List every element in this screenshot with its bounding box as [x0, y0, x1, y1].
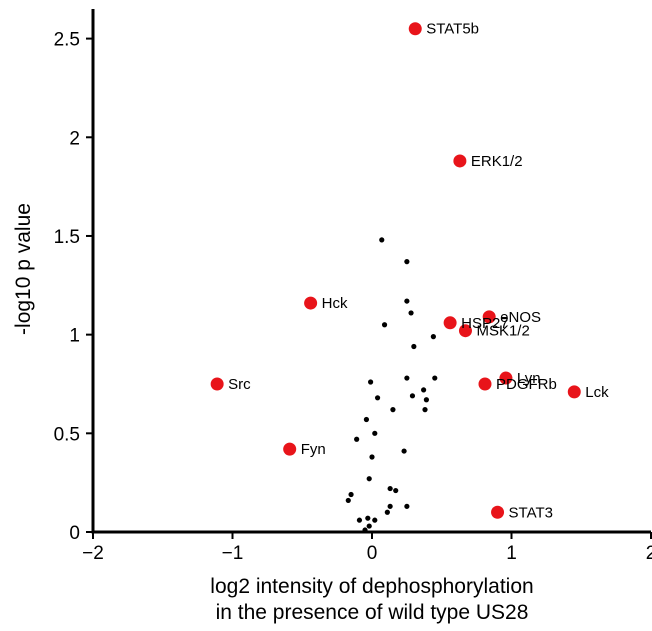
- point-label: Hck: [322, 295, 348, 312]
- x-axis-title-line-1: log2 intensity of dephosphorylation: [210, 575, 533, 598]
- background-point: [363, 416, 370, 423]
- point-label: MSK1/2: [476, 323, 529, 340]
- point-label: Src: [228, 376, 251, 393]
- highlighted-point: [283, 442, 297, 456]
- background-point: [404, 298, 410, 304]
- background-point: [411, 343, 417, 350]
- background-point: [421, 387, 427, 393]
- highlighted-point: [491, 505, 505, 519]
- background-point: [354, 436, 360, 442]
- background-point: [348, 491, 354, 498]
- point-label: ERK1/2: [471, 153, 523, 170]
- background-point: [379, 237, 385, 243]
- background-point: [430, 334, 436, 340]
- x-tick-label: 2: [646, 543, 652, 564]
- background-point: [368, 379, 374, 385]
- background-point: [390, 407, 396, 413]
- background-point: [404, 259, 410, 265]
- highlighted-point: [567, 385, 581, 399]
- point-label: Lck: [585, 384, 609, 401]
- tick-labels-layer: −2 −1 0 1 2 0 0.5 1 1.5 2 2.5: [54, 30, 652, 564]
- highlighted-point: [478, 377, 492, 391]
- highlighted-point: [499, 371, 513, 385]
- background-point: [432, 375, 438, 381]
- point-label: STAT3: [509, 504, 553, 521]
- y-tick-label: 1: [69, 326, 80, 347]
- background-point: [423, 397, 430, 403]
- x-axis-title-line-2: in the presence of wild type US28: [216, 601, 529, 624]
- background-point: [404, 375, 410, 381]
- background-point: [366, 523, 372, 529]
- y-tick-label: 0.5: [54, 424, 80, 445]
- background-point: [409, 393, 416, 399]
- background-point: [374, 395, 381, 401]
- y-axis-title: -log10 p value: [12, 203, 35, 335]
- background-point: [401, 448, 407, 454]
- background-point: [369, 454, 375, 460]
- highlighted-point: [304, 296, 318, 310]
- background-point: [372, 517, 378, 523]
- x-tick-label: 0: [367, 543, 378, 564]
- y-tick-label: 1.5: [54, 227, 80, 248]
- point-label: HSP27: [461, 315, 509, 332]
- point-label: Fyn: [301, 441, 326, 458]
- highlighted-point: [210, 377, 224, 391]
- point-label: STAT5b: [426, 21, 479, 38]
- x-tick-label: −2: [82, 543, 104, 564]
- point-label: eNOS: [500, 309, 541, 326]
- background-point: [393, 487, 399, 494]
- x-tick-label: −1: [222, 543, 244, 564]
- background-point: [408, 310, 414, 316]
- background-point: [381, 322, 388, 328]
- y-tick-label: 2: [69, 128, 80, 149]
- background-point: [372, 430, 378, 436]
- x-tick-label: 1: [506, 543, 517, 564]
- background-point: [387, 485, 393, 492]
- highlighted-point: [458, 324, 472, 338]
- highlighted-point: [482, 310, 496, 324]
- point-label: Lyn: [517, 370, 541, 387]
- background-point: [387, 503, 393, 509]
- highlighted-point: [408, 22, 422, 36]
- highlighted-point: [453, 154, 467, 168]
- y-tick-label: 2.5: [54, 30, 80, 51]
- background-point: [422, 407, 428, 413]
- background-point: [345, 497, 351, 504]
- background-point: [404, 503, 410, 509]
- background-point: [356, 517, 363, 523]
- background-points-layer: [345, 237, 438, 533]
- background-point: [365, 515, 371, 521]
- background-point: [366, 476, 372, 482]
- y-tick-label: 0: [69, 523, 80, 544]
- background-point: [384, 509, 390, 515]
- point-label: PDGFRb: [496, 376, 557, 393]
- tick-marks-layer: [86, 37, 652, 539]
- highlighted-point: [443, 316, 457, 330]
